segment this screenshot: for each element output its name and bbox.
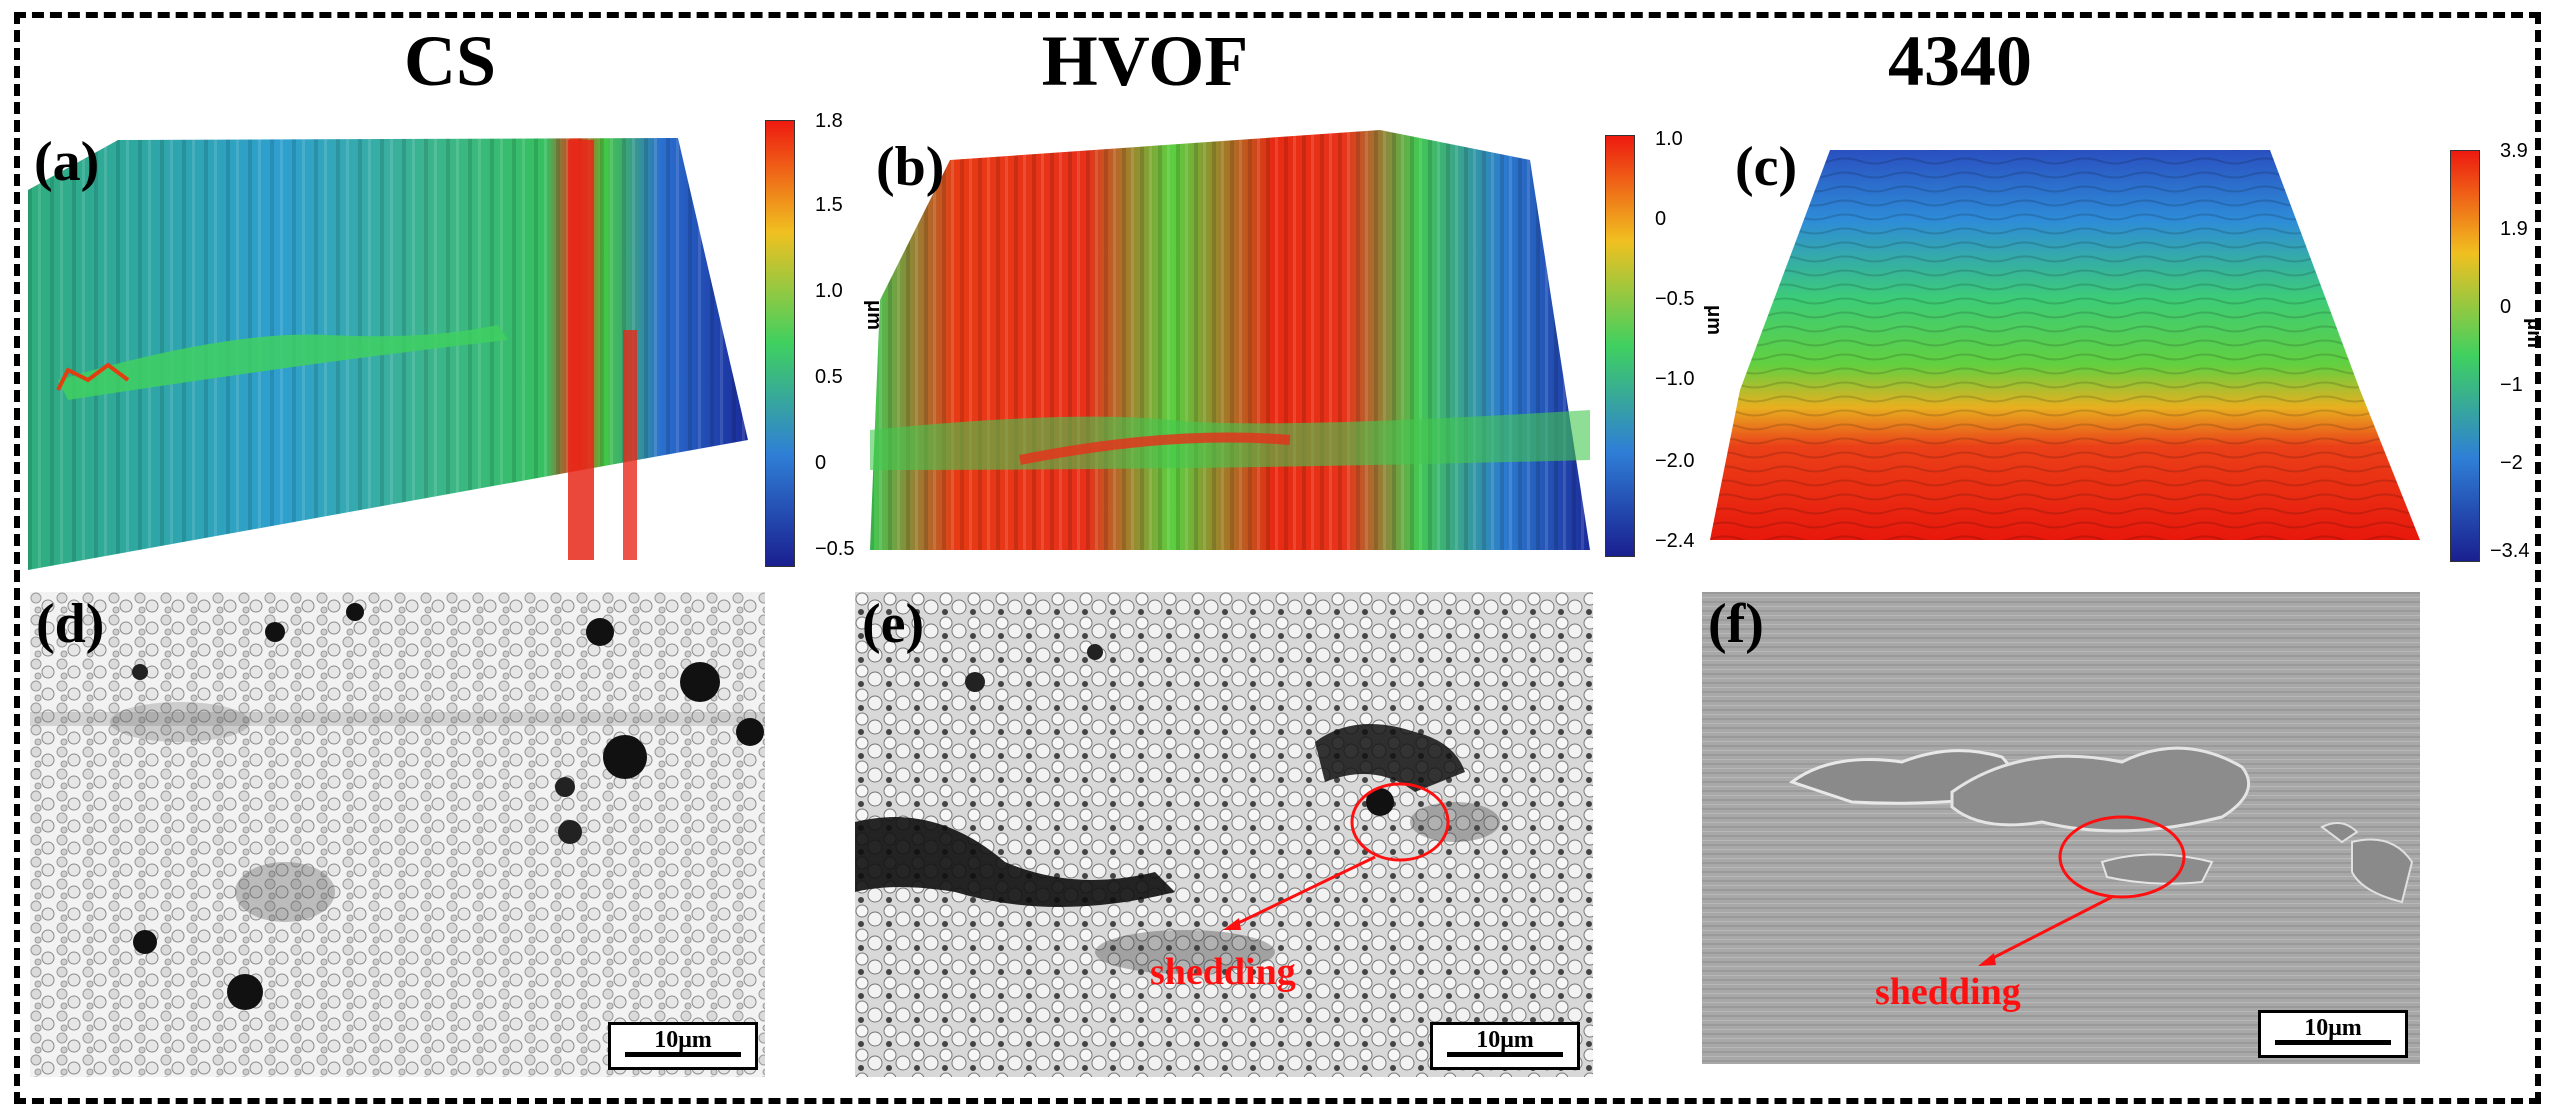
scale-bar-label: 10μm <box>1476 1027 1534 1053</box>
cbar-c-tick: 1.9 <box>2500 218 2528 240</box>
scale-bar-d: 10μm <box>608 1022 758 1070</box>
cbar-b-tick: −2.4 <box>1655 530 1695 552</box>
panel-label-e: (e) <box>862 593 925 655</box>
sem-image-4340 <box>1702 592 2420 1064</box>
sem-image-hvof <box>855 592 1593 1077</box>
cbar-b-tick: 0 <box>1655 208 1667 230</box>
cbar-c-tick: −2 <box>2500 452 2523 474</box>
cbar-c-tick: −3.4 <box>2490 540 2530 562</box>
cbar-a-tick: −0.5 <box>815 538 855 560</box>
colorbar-c <box>2450 150 2480 562</box>
shedding-label-e: shedding <box>1150 951 1296 993</box>
scale-bar-label: 10μm <box>654 1027 712 1053</box>
cbar-a-tick: 0 <box>815 452 827 474</box>
sem-image-cs <box>30 592 765 1077</box>
title-4340: 4340 <box>1888 21 2032 101</box>
cbar-b-tick: 1.0 <box>1655 128 1683 150</box>
scale-bar-label: 10μm <box>2304 1015 2362 1041</box>
scale-bar-line <box>1447 1052 1563 1057</box>
panel-label-c: (c) <box>1735 136 1798 198</box>
surface-4340 <box>1710 140 2430 555</box>
scale-bar-line <box>2275 1040 2391 1045</box>
cbar-b-tick: −1.0 <box>1655 368 1695 390</box>
scale-bar-f: 10μm <box>2258 1010 2408 1058</box>
surface-cs <box>28 130 758 570</box>
scale-bar-line <box>625 1052 741 1057</box>
title-hvof: HVOF <box>1041 21 1249 101</box>
cbar-c-tick: 3.9 <box>2500 140 2528 162</box>
panel-label-a: (a) <box>34 131 100 193</box>
panel-label-b: (b) <box>876 136 945 198</box>
cbar-a-tick: 1.8 <box>815 110 843 132</box>
title-cs: CS <box>403 21 497 101</box>
surface-hvof <box>870 130 1600 570</box>
panel-label-f: (f) <box>1708 593 1764 655</box>
cbar-b-tick: −0.5 <box>1655 288 1695 310</box>
cbar-c-tick: −1 <box>2500 374 2523 396</box>
colorbar-a <box>765 120 795 567</box>
cbar-c-unit: μm <box>2523 318 2545 349</box>
scale-bar-e: 10μm <box>1430 1022 1580 1070</box>
figure-frame <box>14 12 2541 1104</box>
panel-label-d: (d) <box>36 593 105 655</box>
shedding-label-f: shedding <box>1875 971 2021 1013</box>
cbar-b-tick: −2.0 <box>1655 450 1695 472</box>
colorbar-b <box>1605 135 1635 557</box>
cbar-a-tick: 1.0 <box>815 280 843 302</box>
cbar-c-tick: 0 <box>2500 296 2512 318</box>
cbar-a-tick: 0.5 <box>815 366 843 388</box>
cbar-a-tick: 1.5 <box>815 194 843 216</box>
